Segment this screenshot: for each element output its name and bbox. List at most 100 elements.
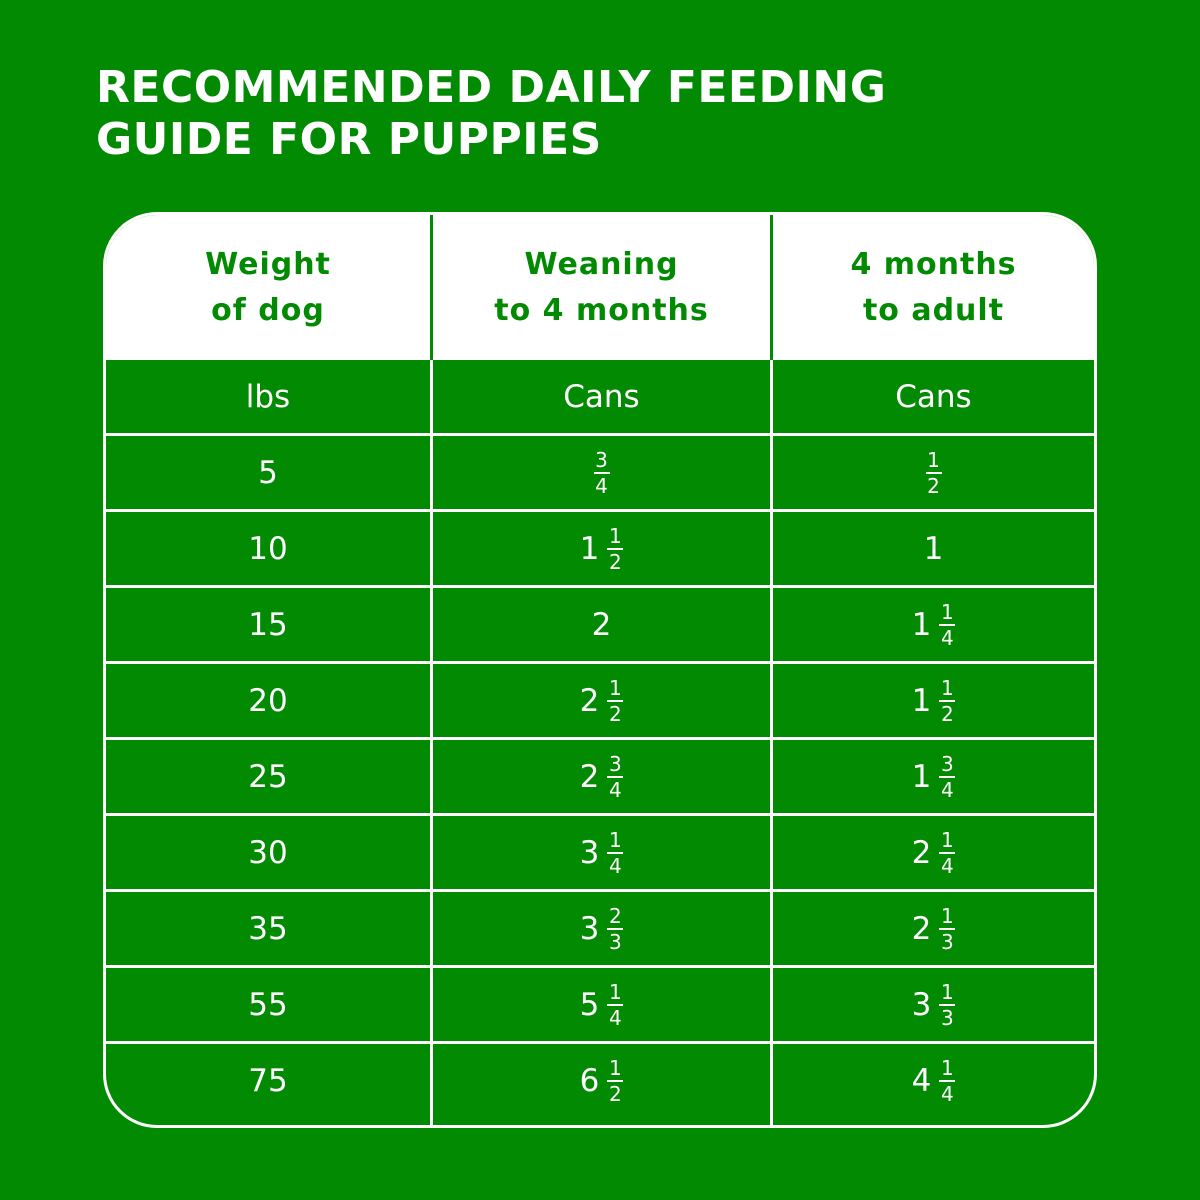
fraction-numerator: 1 bbox=[927, 447, 940, 472]
fraction-denominator: 2 bbox=[608, 549, 622, 574]
unit-label: Cans bbox=[895, 378, 972, 415]
fraction-denominator: 3 bbox=[608, 929, 622, 954]
weaning-cans-cell: 2 bbox=[433, 588, 770, 661]
amount-whole: 2 bbox=[579, 758, 600, 795]
fraction-denominator: 4 bbox=[608, 777, 622, 802]
weight-value: 20 bbox=[248, 682, 288, 719]
fraction-numerator: 1 bbox=[940, 675, 954, 700]
fraction-numerator: 1 bbox=[940, 979, 954, 1004]
amount-whole: 1 bbox=[911, 606, 932, 643]
header-label: of dog bbox=[211, 292, 325, 328]
weight-cell: 30 bbox=[106, 816, 430, 889]
amount-whole: 6 bbox=[579, 1062, 600, 1099]
fraction-numerator: 1 bbox=[940, 903, 954, 928]
fraction-denominator: 3 bbox=[940, 929, 954, 954]
header-weaning: Weaning to 4 months bbox=[433, 215, 770, 360]
fraction-bar bbox=[925, 471, 942, 474]
header-divider bbox=[770, 215, 773, 360]
row-divider bbox=[106, 509, 1094, 512]
row-divider bbox=[106, 1041, 1094, 1044]
fraction-numerator: 3 bbox=[595, 447, 608, 472]
fraction-bar bbox=[939, 927, 956, 930]
fraction-numerator: 3 bbox=[940, 751, 954, 776]
fraction-bar bbox=[607, 699, 624, 702]
weight-value: 55 bbox=[248, 986, 288, 1023]
fraction-bar bbox=[593, 471, 610, 474]
header-4-months-to-adult: 4 months to adult bbox=[773, 215, 1094, 360]
fraction-bar bbox=[607, 547, 624, 550]
adult-cans-cell: 1 bbox=[773, 512, 1094, 585]
unit-label: Cans bbox=[563, 378, 640, 415]
fraction-numerator: 1 bbox=[940, 599, 954, 624]
weight-value: 5 bbox=[258, 454, 278, 491]
fraction-bar bbox=[939, 851, 956, 854]
fraction-bar bbox=[607, 1003, 624, 1006]
weight-cell: 15 bbox=[106, 588, 430, 661]
weight-value: 15 bbox=[248, 606, 288, 643]
weight-cell: 25 bbox=[106, 740, 430, 813]
header-label: to 4 months bbox=[494, 292, 709, 328]
unit-cell: Cans bbox=[773, 360, 1094, 433]
fraction-bar bbox=[939, 775, 956, 778]
weight-cell: 75 bbox=[106, 1044, 430, 1117]
fraction-bar bbox=[939, 623, 956, 626]
amount-whole: 3 bbox=[579, 834, 600, 871]
fraction-bar bbox=[939, 1003, 956, 1006]
fraction-denominator: 4 bbox=[940, 625, 954, 650]
unit-cell: lbs bbox=[106, 360, 430, 433]
fraction-denominator: 2 bbox=[608, 1081, 622, 1106]
weight-value: 35 bbox=[248, 910, 288, 947]
amount-whole: 1 bbox=[923, 530, 944, 567]
fraction-bar bbox=[607, 1079, 624, 1082]
amount-whole: 1 bbox=[579, 530, 600, 567]
fraction-denominator: 4 bbox=[940, 853, 954, 878]
fraction-bar bbox=[607, 927, 624, 930]
fraction-denominator: 2 bbox=[608, 701, 622, 726]
amount-whole: 2 bbox=[911, 910, 932, 947]
weight-cell: 20 bbox=[106, 664, 430, 737]
fraction-denominator: 2 bbox=[927, 473, 940, 498]
fraction-bar bbox=[939, 1079, 956, 1082]
fraction-bar bbox=[607, 851, 624, 854]
fraction-numerator: 1 bbox=[608, 523, 622, 548]
title-line-1: RECOMMENDED DAILY FEEDING bbox=[96, 62, 887, 113]
title-line-2: GUIDE FOR PUPPIES bbox=[96, 114, 602, 165]
weight-cell: 55 bbox=[106, 968, 430, 1041]
page-title: RECOMMENDED DAILY FEEDING GUIDE FOR PUPP… bbox=[96, 62, 886, 166]
header-label: Weight bbox=[205, 246, 331, 282]
fraction-numerator: 1 bbox=[608, 1055, 622, 1080]
fraction-denominator: 4 bbox=[608, 853, 622, 878]
amount-whole: 2 bbox=[579, 682, 600, 719]
row-divider bbox=[106, 433, 1094, 436]
row-divider bbox=[106, 661, 1094, 664]
row-divider bbox=[106, 813, 1094, 816]
weight-value: 25 bbox=[248, 758, 288, 795]
column-divider bbox=[430, 360, 433, 1125]
weight-value: 30 bbox=[248, 834, 288, 871]
amount-whole: 2 bbox=[911, 834, 932, 871]
unit-cell: Cans bbox=[433, 360, 770, 433]
weight-cell: 10 bbox=[106, 512, 430, 585]
amount-whole: 3 bbox=[911, 986, 932, 1023]
fraction-denominator: 3 bbox=[940, 1005, 954, 1030]
amount-whole: 1 bbox=[911, 758, 932, 795]
